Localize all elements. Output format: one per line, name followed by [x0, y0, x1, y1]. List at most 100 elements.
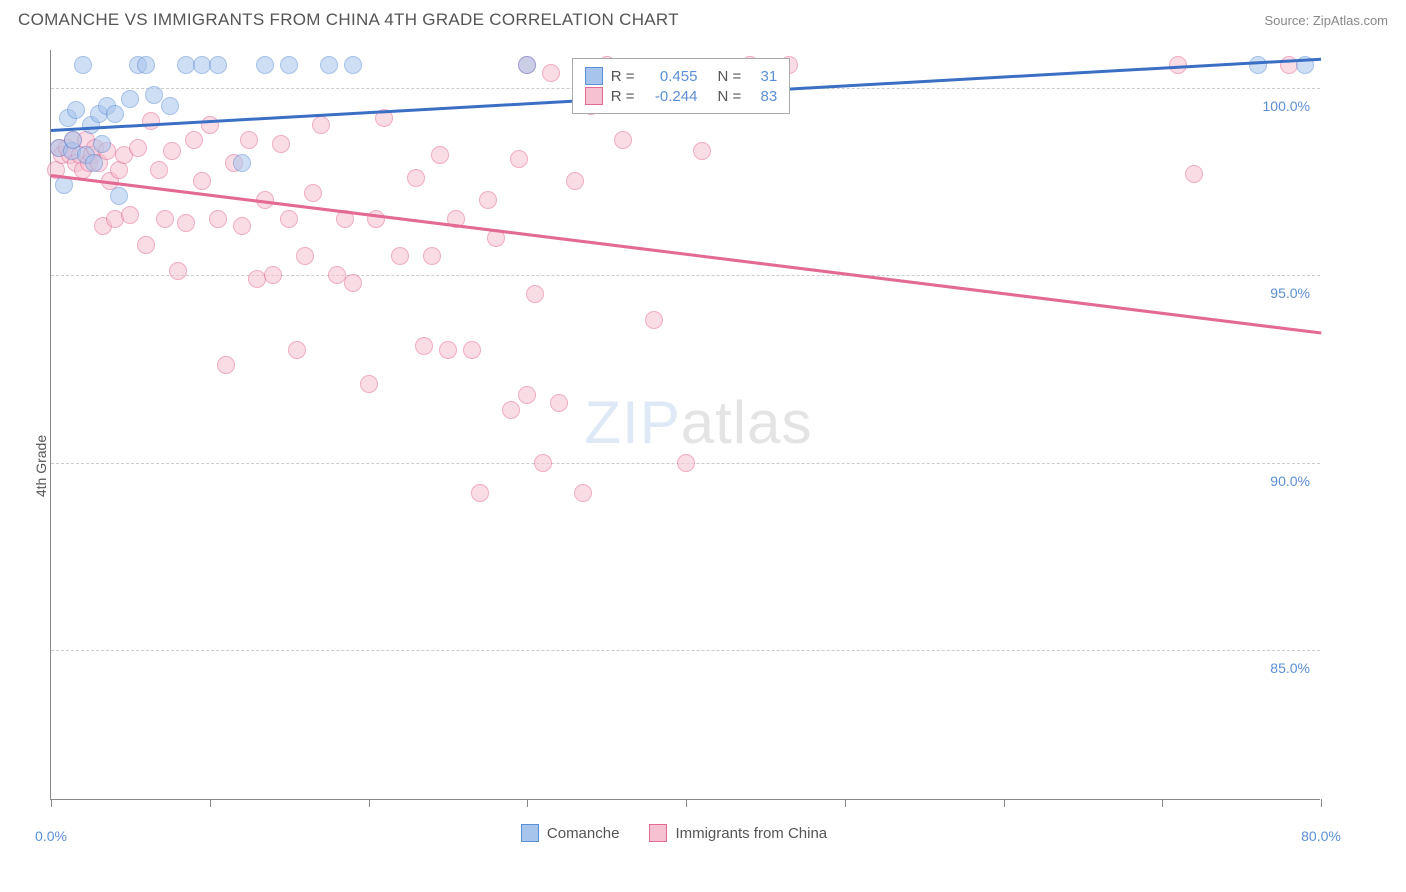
- r-label: R =: [611, 88, 635, 105]
- x-tick: [210, 799, 211, 807]
- scatter-point: [209, 210, 227, 228]
- scatter-point: [431, 146, 449, 164]
- scatter-point: [296, 247, 314, 265]
- scatter-point: [423, 247, 441, 265]
- scatter-point: [439, 341, 457, 359]
- scatter-point: [177, 214, 195, 232]
- scatter-point: [93, 135, 111, 153]
- scatter-point: [264, 266, 282, 284]
- scatter-point: [574, 484, 592, 502]
- n-value: 31: [749, 68, 777, 85]
- scatter-point: [360, 375, 378, 393]
- scatter-point: [129, 139, 147, 157]
- chart-source: Source: ZipAtlas.com: [1264, 13, 1388, 28]
- legend-swatch: [585, 67, 603, 85]
- scatter-point: [74, 56, 92, 74]
- stats-legend-row: R =0.455N =31: [585, 67, 778, 85]
- series-label: Comanche: [547, 825, 620, 842]
- scatter-point: [233, 217, 251, 235]
- scatter-point: [142, 112, 160, 130]
- n-value: 83: [749, 88, 777, 105]
- scatter-point: [150, 161, 168, 179]
- trend-line: [51, 174, 1321, 334]
- stats-legend-row: R = -0.244 N = 83: [585, 87, 778, 105]
- scatter-point: [272, 135, 290, 153]
- scatter-point: [344, 56, 362, 74]
- scatter-point: [156, 210, 174, 228]
- scatter-point: [510, 150, 528, 168]
- scatter-point: [67, 101, 85, 119]
- x-tick: [527, 799, 528, 807]
- scatter-point: [193, 172, 211, 190]
- series-legend: Comanche Immigrants from China: [521, 822, 827, 844]
- r-value: 0.455: [642, 68, 697, 85]
- series-legend-item: Immigrants from China: [649, 824, 827, 842]
- scatter-point: [233, 154, 251, 172]
- scatter-point: [1185, 165, 1203, 183]
- scatter-point: [280, 56, 298, 74]
- scatter-point: [163, 142, 181, 160]
- scatter-point: [121, 90, 139, 108]
- scatter-point: [479, 191, 497, 209]
- scatter-point: [185, 131, 203, 149]
- scatter-point: [407, 169, 425, 187]
- scatter-point: [304, 184, 322, 202]
- chart-header: COMANCHE VS IMMIGRANTS FROM CHINA 4TH GR…: [0, 0, 1406, 38]
- scatter-point: [645, 311, 663, 329]
- scatter-point: [518, 56, 536, 74]
- x-tick: [1162, 799, 1163, 807]
- scatter-point: [566, 172, 584, 190]
- scatter-point: [64, 131, 82, 149]
- scatter-point: [693, 142, 711, 160]
- scatter-point: [471, 484, 489, 502]
- gridline: [51, 275, 1320, 276]
- x-tick: [51, 799, 52, 807]
- scatter-point: [145, 86, 163, 104]
- scatter-point: [542, 64, 560, 82]
- watermark: ZIPatlas: [584, 388, 812, 457]
- scatter-point: [320, 56, 338, 74]
- scatter-point: [121, 206, 139, 224]
- scatter-point: [256, 56, 274, 74]
- scatter-point: [85, 154, 103, 172]
- y-tick-label: 85.0%: [1270, 660, 1310, 676]
- scatter-point: [534, 454, 552, 472]
- scatter-point: [280, 210, 298, 228]
- chart-area: 4th Grade 85.0%90.0%95.0%100.0%0.0%80.0%…: [0, 40, 1406, 892]
- y-tick-label: 100.0%: [1263, 98, 1310, 114]
- x-tick: [1004, 799, 1005, 807]
- scatter-point: [169, 262, 187, 280]
- scatter-point: [518, 386, 536, 404]
- legend-swatch: [649, 824, 667, 842]
- scatter-point: [137, 236, 155, 254]
- x-tick: [369, 799, 370, 807]
- legend-swatch: [521, 824, 539, 842]
- x-tick-label: 0.0%: [35, 828, 67, 844]
- r-label: R =: [611, 68, 635, 85]
- x-tick: [1321, 799, 1322, 807]
- chart-title: COMANCHE VS IMMIGRANTS FROM CHINA 4TH GR…: [18, 10, 679, 30]
- legend-swatch: [585, 87, 603, 105]
- y-axis-label: 4th Grade: [33, 435, 49, 497]
- y-tick-label: 95.0%: [1270, 285, 1310, 301]
- x-tick: [686, 799, 687, 807]
- scatter-plot: 85.0%90.0%95.0%100.0%0.0%80.0%ZIPatlasR …: [50, 50, 1320, 800]
- scatter-point: [110, 187, 128, 205]
- scatter-point: [677, 454, 695, 472]
- scatter-point: [106, 105, 124, 123]
- scatter-point: [614, 131, 632, 149]
- scatter-point: [288, 341, 306, 359]
- scatter-point: [391, 247, 409, 265]
- r-value: -0.244: [642, 88, 697, 105]
- x-tick-label: 80.0%: [1301, 828, 1341, 844]
- scatter-point: [240, 131, 258, 149]
- scatter-point: [137, 56, 155, 74]
- stats-legend: R = 0.455 N = 31 R = -0.244 N = 83: [572, 58, 791, 114]
- scatter-point: [209, 56, 227, 74]
- gridline: [51, 650, 1320, 651]
- n-label: N =: [717, 88, 741, 105]
- scatter-point: [312, 116, 330, 134]
- scatter-point: [1249, 56, 1267, 74]
- scatter-point: [526, 285, 544, 303]
- scatter-point: [415, 337, 433, 355]
